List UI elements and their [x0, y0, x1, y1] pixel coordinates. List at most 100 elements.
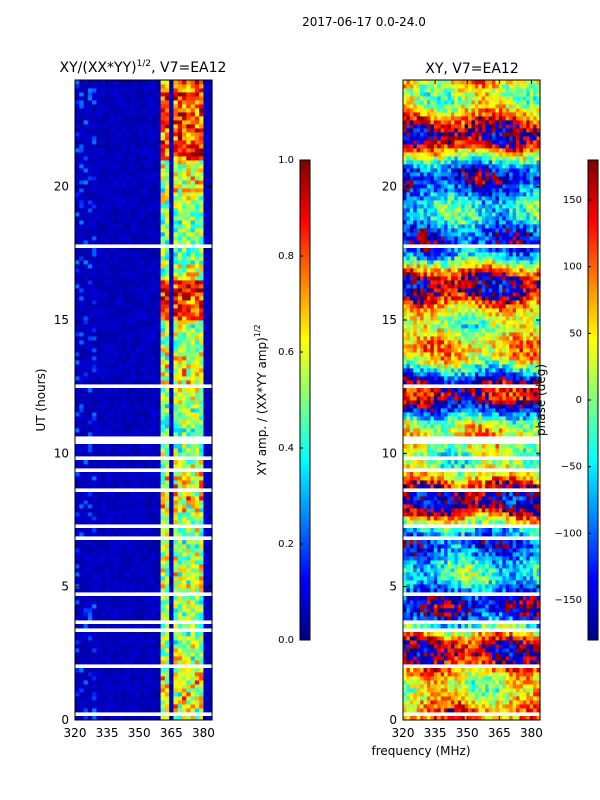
amplitude-heatmap-cell	[75, 136, 80, 141]
amplitude-heatmap-cell	[182, 640, 187, 645]
amplitude-heatmap-cell	[186, 604, 192, 609]
amplitude-heatmap-cell	[87, 400, 93, 405]
amplitude-heatmap-cell	[194, 680, 200, 685]
amplitude-heatmap-cell	[92, 580, 98, 585]
amplitude-heatmap-cell	[199, 448, 205, 453]
amplitude-heatmap-cell	[134, 156, 140, 161]
amplitude-heatmap-cell	[117, 204, 123, 209]
amplitude-heatmap-cell	[100, 412, 106, 417]
amplitude-heatmap-cell	[139, 560, 145, 565]
amplitude-heatmap-cell	[79, 212, 85, 217]
amplitude-heatmap-cell	[190, 296, 196, 301]
amplitude-heatmap-cell	[113, 708, 119, 713]
amplitude-heatmap-cell	[156, 352, 162, 357]
amplitude-heatmap-cell	[194, 208, 200, 213]
amplitude-heatmap-cell	[152, 596, 157, 601]
amplitude-heatmap-cell	[96, 340, 102, 345]
amplitude-heatmap-cell	[173, 480, 179, 485]
amplitude-heatmap-cell	[83, 700, 89, 705]
amplitude-heatmap-cell	[199, 492, 205, 497]
amplitude-heatmap-cell	[199, 656, 205, 661]
amplitude-heatmap-cell	[173, 204, 179, 209]
amplitude-heatmap-cell	[130, 364, 136, 369]
amplitude-heatmap-cell	[164, 616, 170, 621]
amplitude-heatmap-cell	[164, 316, 170, 321]
amplitude-heatmap-cell	[147, 128, 153, 133]
amplitude-heatmap-cell	[100, 688, 106, 693]
amplitude-heatmap-cell	[147, 124, 153, 129]
amplitude-heatmap-cell	[79, 316, 85, 321]
amplitude-heatmap-cell	[109, 548, 115, 553]
amplitude-heatmap-cell	[96, 292, 102, 297]
phase-heatmap-cell	[478, 708, 483, 713]
amplitude-heatmap-cell	[104, 532, 110, 537]
amplitude-heatmap-cell	[156, 376, 162, 381]
amplitude-heatmap-cell	[96, 552, 102, 557]
amplitude-heatmap-cell	[83, 240, 89, 245]
amplitude-heatmap-cell	[100, 112, 106, 117]
amplitude-heatmap-cell	[207, 492, 213, 497]
amplitude-heatmap-cell	[186, 372, 192, 377]
amplitude-heatmap-cell	[156, 500, 162, 505]
amplitude-heatmap-cell	[83, 348, 89, 353]
amplitude-heatmap-cell	[207, 480, 213, 485]
amplitude-heatmap-cell	[139, 264, 145, 269]
amplitude-heatmap-cell	[87, 584, 93, 589]
amplitude-heatmap-cell	[203, 248, 209, 253]
amplitude-heatmap-cell	[122, 220, 127, 225]
amplitude-heatmap-cell	[182, 200, 187, 205]
amplitude-heatmap-cell	[134, 404, 140, 409]
phase-heatmap-cell	[492, 692, 497, 697]
amplitude-heatmap-cell	[117, 480, 123, 485]
amplitude-heatmap-cell	[117, 608, 123, 613]
amplitude-heatmap-cell	[199, 132, 205, 137]
amplitude-heatmap-cell	[139, 472, 145, 477]
amplitude-heatmap-cell	[104, 540, 110, 545]
amplitude-heatmap-cell	[117, 304, 123, 309]
amplitude-heatmap-cell	[100, 160, 106, 165]
amplitude-heatmap-cell	[113, 396, 119, 401]
amplitude-heatmap-cell	[152, 220, 157, 225]
amplitude-heatmap-cell	[83, 684, 89, 689]
amplitude-heatmap-cell	[100, 312, 106, 317]
amplitude-heatmap-cell	[134, 92, 140, 97]
amplitude-heatmap-cell	[156, 340, 162, 345]
amplitude-heatmap-cell	[182, 648, 187, 653]
amplitude-heatmap-cell	[147, 236, 153, 241]
amplitude-heatmap-cell	[83, 176, 89, 181]
amplitude-heatmap-cell	[143, 224, 149, 229]
amplitude-heatmap-cell	[203, 100, 209, 105]
amplitude-heatmap-cell	[75, 120, 80, 125]
amplitude-heatmap-cell	[100, 464, 106, 469]
amplitude-heatmap-cell	[173, 672, 179, 677]
amplitude-heatmap-cell	[182, 448, 187, 453]
amplitude-heatmap-cell	[130, 588, 136, 593]
amplitude-heatmap-cell	[207, 604, 213, 609]
amplitude-heatmap-cell	[156, 248, 162, 253]
amplitude-heatmap-cell	[96, 540, 102, 545]
amplitude-heatmap-cell	[152, 420, 157, 425]
phase-heatmap-cell	[433, 704, 438, 709]
amplitude-heatmap-cell	[104, 116, 110, 121]
amplitude-heatmap-cell	[182, 152, 187, 157]
amplitude-heatmap-cell	[134, 364, 140, 369]
amplitude-heatmap-cell	[143, 372, 149, 377]
amplitude-heatmap-cell	[79, 636, 85, 641]
amplitude-heatmap-cell	[75, 152, 80, 157]
amplitude-heatmap-cell	[194, 188, 200, 193]
amplitude-heatmap-cell	[194, 92, 200, 97]
amplitude-heatmap-cell	[199, 120, 205, 125]
amplitude-heatmap-cell	[96, 648, 102, 653]
amplitude-heatmap-cell	[75, 476, 80, 481]
amplitude-heatmap-cell	[75, 228, 80, 233]
amplitude-heatmap-cell	[194, 708, 200, 713]
amplitude-heatmap-cell	[104, 696, 110, 701]
amplitude-heatmap-cell	[83, 404, 89, 409]
amplitude-heatmap-cell	[79, 560, 85, 565]
amplitude-heatmap-cell	[109, 256, 115, 261]
amplitude-heatmap-cell	[122, 356, 127, 361]
amplitude-heatmap-cell	[147, 288, 153, 293]
amplitude-heatmap-cell	[139, 376, 145, 381]
amplitude-heatmap-cell	[117, 80, 123, 85]
amplitude-heatmap-cell	[87, 156, 93, 161]
